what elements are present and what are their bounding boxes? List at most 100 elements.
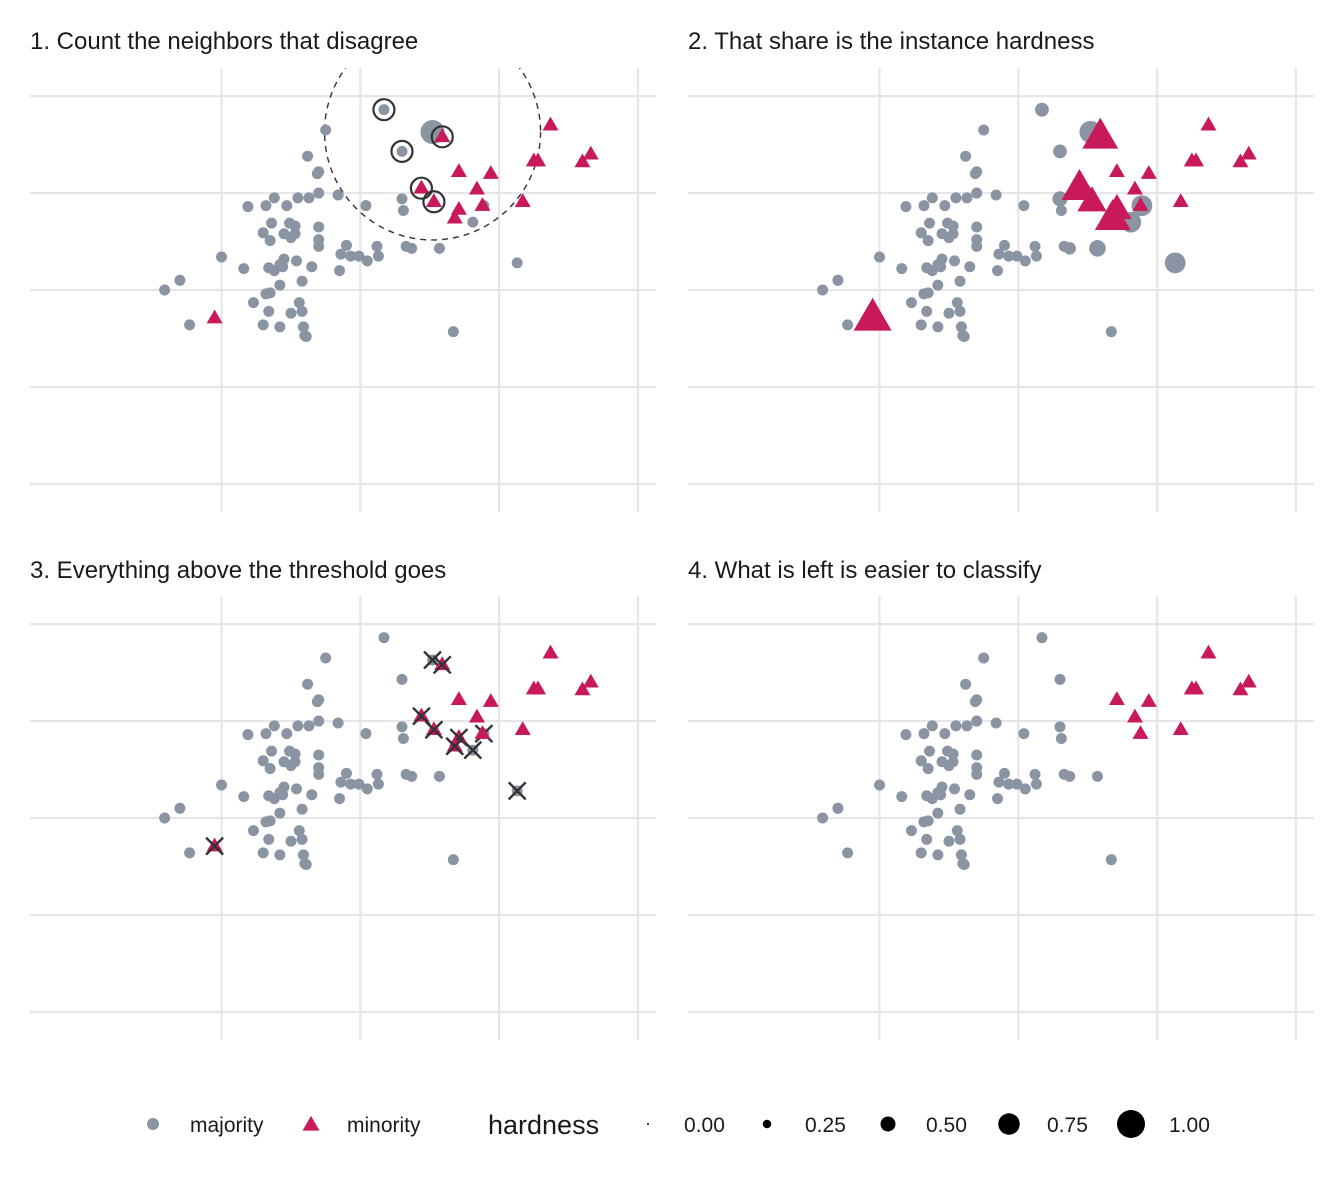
point-majority [1164,252,1186,274]
legend-key-size [762,1119,772,1129]
point-majority [1018,728,1030,740]
point-majority [1011,250,1023,262]
point-majority [1035,102,1049,117]
point-majority [1018,200,1030,212]
point-majority [832,802,844,814]
point-majority [345,778,357,790]
point-majority [954,275,966,287]
point-minority [1200,116,1217,131]
point-majority [932,849,944,861]
points [159,98,599,343]
point-minority [1200,644,1217,659]
point-majority [951,825,963,837]
point-majority [292,720,304,732]
point-majority [943,760,955,772]
point-majority [396,193,408,205]
points [159,632,599,871]
point-majority [947,748,959,760]
point-majority [353,778,365,790]
point-majority [372,250,384,262]
point-majority [955,849,967,861]
point-majority [936,253,948,265]
neighbor-ring [430,125,454,149]
point-majority [396,721,408,733]
point-minority [482,693,499,707]
point-majority [998,767,1010,779]
point-majority [289,748,301,760]
point-majority [303,192,315,204]
point-majority [969,168,981,180]
point-majority [313,749,325,761]
neighbor-ring [372,98,396,122]
point-majority [296,275,308,287]
point-majority [1036,632,1048,644]
gridlines [688,596,1314,1040]
point-majority [1029,768,1041,780]
point-majority [964,261,976,273]
point-majority [961,192,973,204]
point-majority [949,255,961,267]
point-majority [926,793,938,805]
point-majority [896,263,908,275]
point-majority [1030,250,1042,262]
point-majority [921,305,933,317]
point-majority [174,802,186,814]
point-majority [960,678,972,690]
point-majority [278,253,290,265]
point-majority [817,812,829,824]
point-majority [361,255,373,267]
point-majority [302,678,314,690]
removed-x-mark [205,836,224,856]
legend-label: 0.50 [926,1114,967,1137]
point-majority [874,779,886,791]
point-majority [278,781,290,793]
legend-label: 0.75 [1047,1114,1088,1137]
panel-4: 4. What is left is easier to classify [688,557,1314,1040]
point-majority [874,251,886,263]
point-majority [311,696,323,708]
point-minority [425,193,442,208]
point-majority [313,187,325,199]
removed-x-mark [432,655,452,675]
legend-item-hardness: 1.00 [1117,1110,1210,1138]
point-majority [954,305,966,317]
point-majority [960,150,972,162]
point-majority [216,779,228,791]
point-majority [372,778,384,790]
point-majority [950,720,962,732]
point-majority [1055,205,1067,217]
points [817,632,1257,871]
point-majority [371,768,383,780]
point-minority [468,180,485,195]
panel-2: 2. That share is the instance hardness [688,28,1314,512]
point-majority [926,265,938,277]
panel-1: 1. Count the neighbors that disagree [30,28,656,512]
removed-x-mark [507,781,527,801]
legend-item-majority: majority [147,1114,264,1137]
point-minority [446,209,463,224]
point-majority [842,847,854,859]
point-minority [474,725,491,739]
point-majority [266,745,278,757]
point-majority [396,145,408,157]
point-majority [247,297,259,309]
panel-3: 3. Everything above the threshold goes [30,557,656,1040]
point-minority [1172,721,1189,736]
point-majority [1029,240,1041,252]
point-majority [238,791,250,803]
neighbor-ring [390,139,414,163]
point-majority [1058,240,1070,252]
point-majority [1053,144,1067,159]
point-majority [971,187,983,199]
points [817,102,1257,343]
point-majority [1055,733,1067,745]
point-majority [971,749,983,761]
point-majority [978,124,990,136]
legend-item-minority: minority [302,1114,421,1137]
legend-key-size [1117,1110,1145,1138]
point-majority [1089,240,1106,257]
point-majority [260,728,272,740]
point-majority [216,251,228,263]
point-majority [921,833,933,845]
